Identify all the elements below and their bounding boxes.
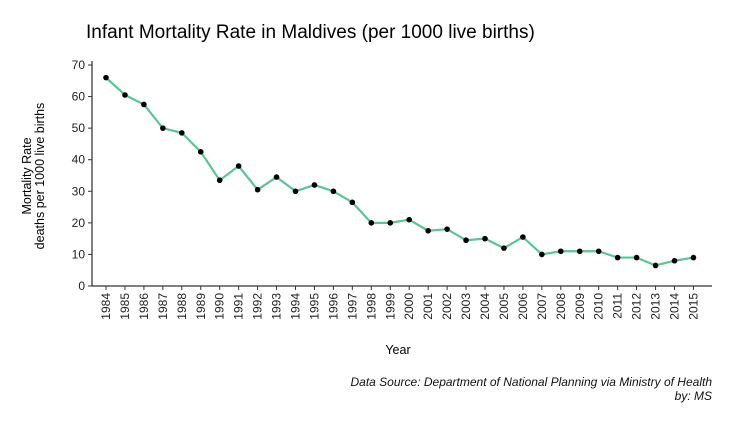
caption: Data Source: Department of National Plan…: [350, 375, 712, 403]
x-tick-label: 2009: [573, 293, 587, 320]
data-point: [425, 227, 431, 234]
y-tick-label: 0: [78, 279, 85, 293]
x-tick-label: 2015: [686, 293, 700, 320]
data-point: [595, 248, 602, 255]
x-tick-label: 2012: [630, 293, 644, 320]
data-point: [141, 101, 147, 108]
x-tick-label: 1996: [326, 293, 340, 320]
y-tick-label: 20: [72, 216, 86, 230]
series-line: [104, 76, 695, 267]
data-point: [558, 248, 564, 255]
x-tick-label: 1991: [232, 293, 246, 320]
data-point: [463, 237, 469, 244]
data-point: [690, 254, 697, 261]
data-point: [520, 234, 526, 240]
y-tick-label: 10: [72, 247, 86, 261]
data-point: [235, 163, 242, 169]
x-tick-label: 2004: [478, 293, 492, 320]
x-tick-label: 2007: [535, 293, 549, 320]
x-tick-label: 1994: [289, 293, 303, 320]
y-tick-label: 60: [72, 90, 86, 104]
data-point: [179, 130, 185, 136]
data-point: [539, 251, 545, 258]
data-point: [387, 220, 394, 226]
x-tick-label: 2000: [402, 293, 416, 320]
x-tick-label: 1990: [213, 293, 227, 320]
x-tick-label: 2010: [592, 293, 606, 320]
x-tick-label: 1998: [364, 293, 378, 320]
x-tick-label: 2014: [668, 293, 682, 320]
x-tick-label: 1995: [307, 293, 321, 320]
data-point: [311, 182, 318, 188]
x-tick-label: 1992: [251, 293, 265, 320]
data-point: [292, 188, 299, 195]
data-point: [103, 74, 109, 81]
caption-author: by: MS: [675, 389, 712, 403]
y-tick-label: 40: [72, 153, 86, 167]
x-tick-label: 2006: [516, 293, 530, 320]
chart-title: Infant Mortality Rate in Maldives (per 1…: [86, 22, 535, 43]
y-tick-label: 70: [72, 58, 86, 72]
data-point: [444, 226, 450, 232]
plot-area: 0 10 20 30 40 50 60 70 1984 1985 1986 1987 1988 1989 1…: [72, 58, 712, 320]
data-point: [273, 174, 280, 180]
y-tick-label: 50: [72, 121, 86, 135]
x-tick-label: 2008: [554, 293, 568, 320]
data-point: [614, 254, 621, 261]
data-point: [652, 262, 659, 269]
x-tick-label: 2005: [497, 293, 511, 320]
data-point: [216, 177, 223, 184]
x-tick-label: 2001: [421, 293, 435, 320]
data-point: [633, 254, 640, 261]
x-tick-label: 1989: [194, 293, 208, 320]
x-axis-title: Year: [385, 343, 410, 357]
data-point: [349, 199, 356, 206]
x-tick-label: 1984: [99, 293, 113, 320]
data-point: [671, 257, 678, 264]
x-tick-label: 1999: [383, 293, 397, 320]
data-point: [197, 149, 204, 155]
x-tick-label: 2002: [440, 293, 454, 320]
x-tick-label: 1985: [118, 293, 132, 320]
data-point: [122, 92, 128, 98]
x-tick-label: 1988: [175, 293, 189, 320]
x-tick-label: 1997: [345, 293, 359, 320]
y-axis-title-line-2: deaths per 1000 live births: [33, 103, 47, 250]
x-tick-label: 1986: [137, 293, 151, 320]
data-point: [501, 245, 507, 251]
data-point: [576, 248, 583, 255]
y-tick-label: 30: [72, 184, 86, 198]
data-point: [254, 186, 261, 193]
data-point: [368, 220, 375, 226]
x-tick-label: 2003: [459, 293, 473, 320]
data-point: [482, 235, 488, 242]
caption-source: Data Source: Department of National Plan…: [350, 375, 712, 389]
x-tick-label: 1987: [156, 293, 170, 320]
x-tick-label: 2011: [611, 293, 625, 319]
x-tick-label: 2013: [649, 293, 663, 320]
data-point: [160, 125, 166, 131]
y-axis-title-line-1: Mortality Rate: [20, 137, 34, 214]
data-point: [406, 216, 413, 223]
data-point: [330, 188, 337, 195]
y-axis-title: Mortality Rate deaths per 1000 live birt…: [20, 103, 47, 250]
x-tick-label: 1993: [270, 293, 284, 320]
